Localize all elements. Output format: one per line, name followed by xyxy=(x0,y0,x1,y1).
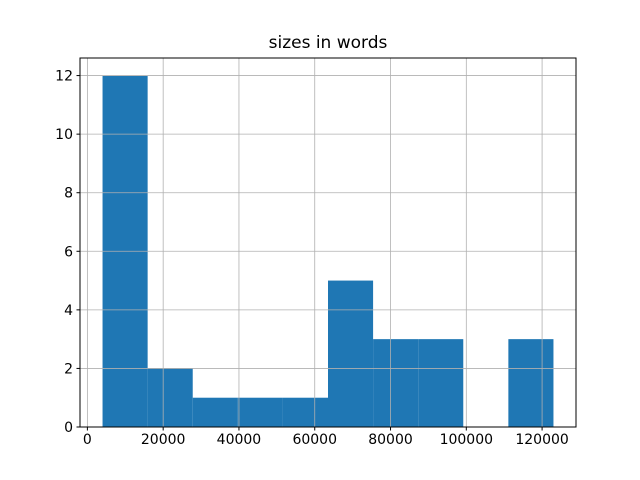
y-tick-label: 10 xyxy=(55,127,73,143)
x-tick-label: 120000 xyxy=(515,432,568,448)
histogram-bar xyxy=(328,280,374,427)
histogram-bar xyxy=(373,339,419,427)
axes-spines xyxy=(79,57,577,428)
histogram-bar xyxy=(147,368,193,427)
y-tick-label: 6 xyxy=(64,244,73,260)
histogram-bar xyxy=(508,339,554,427)
histogram-bar xyxy=(192,397,238,427)
x-tick-label: 20000 xyxy=(141,432,186,448)
x-tick-label: 60000 xyxy=(292,432,337,448)
x-tick-label: 80000 xyxy=(368,432,413,448)
histogram-bar xyxy=(418,339,464,427)
y-tick-label: 4 xyxy=(64,303,73,319)
x-tick-label: 0 xyxy=(83,432,92,448)
x-tick-label: 100000 xyxy=(440,432,493,448)
histogram-bar xyxy=(282,397,328,427)
y-tick-label: 0 xyxy=(64,420,73,436)
histogram-bar xyxy=(237,397,283,427)
x-tick-label: 40000 xyxy=(217,432,262,448)
chart-title: sizes in words xyxy=(268,33,388,53)
y-tick-label: 8 xyxy=(64,186,73,202)
y-tick-label: 2 xyxy=(64,361,73,377)
y-tick-label: 12 xyxy=(55,69,73,85)
